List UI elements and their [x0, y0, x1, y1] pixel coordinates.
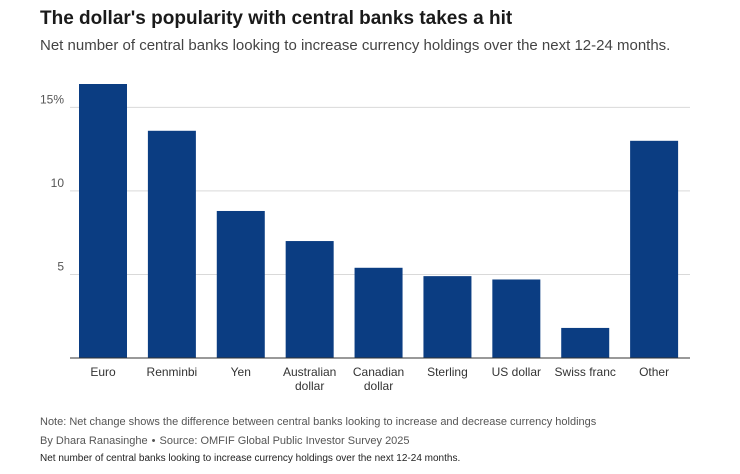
x-tick-label: Canadian dollar — [353, 365, 404, 393]
y-tick-label: 15% — [40, 92, 64, 106]
footer-caption: Net number of central banks looking to i… — [40, 453, 461, 464]
x-tick-label: Other — [639, 365, 669, 379]
bar — [630, 140, 679, 358]
byline: By Dhara Ranasinghe • Source: OMFIF Global… — [40, 435, 410, 447]
byline-separator: • — [151, 435, 156, 447]
x-tick-label: Renminbi — [147, 365, 198, 379]
bar — [285, 241, 334, 358]
x-tick-label: Yen — [231, 365, 251, 379]
y-tick-label: 5 — [57, 259, 64, 273]
chart-subtitle: Net number of central banks looking to i… — [40, 37, 671, 54]
bar — [492, 279, 541, 358]
x-tick-label: Swiss franc — [555, 365, 616, 379]
bar-layer — [79, 84, 679, 358]
bar — [147, 130, 196, 358]
x-tick-label: Australian dollar — [283, 365, 336, 393]
chart-title: The dollar's popularity with central ban… — [40, 8, 513, 29]
y-tick-label: 10 — [51, 176, 65, 190]
chart-note: Note: Net change shows the difference be… — [40, 416, 597, 428]
bar — [354, 267, 403, 358]
bar — [423, 276, 472, 358]
label-layer: 5 10 15% Euro Renminbi Yen Australian dollar Can… — [40, 92, 669, 393]
x-tick-label: Euro — [90, 365, 116, 379]
bar-chart: 5 10 15% Euro Renminbi Yen Australian dollar Can… — [40, 84, 690, 393]
x-tick-label: Sterling — [427, 365, 468, 379]
source: Source: OMFIF Global Public Investor Sur… — [159, 435, 410, 447]
bar — [79, 84, 127, 358]
bar — [216, 210, 265, 358]
bar — [561, 327, 610, 358]
author: By Dhara Ranasinghe — [40, 435, 148, 447]
x-tick-label: US dollar — [492, 365, 541, 379]
